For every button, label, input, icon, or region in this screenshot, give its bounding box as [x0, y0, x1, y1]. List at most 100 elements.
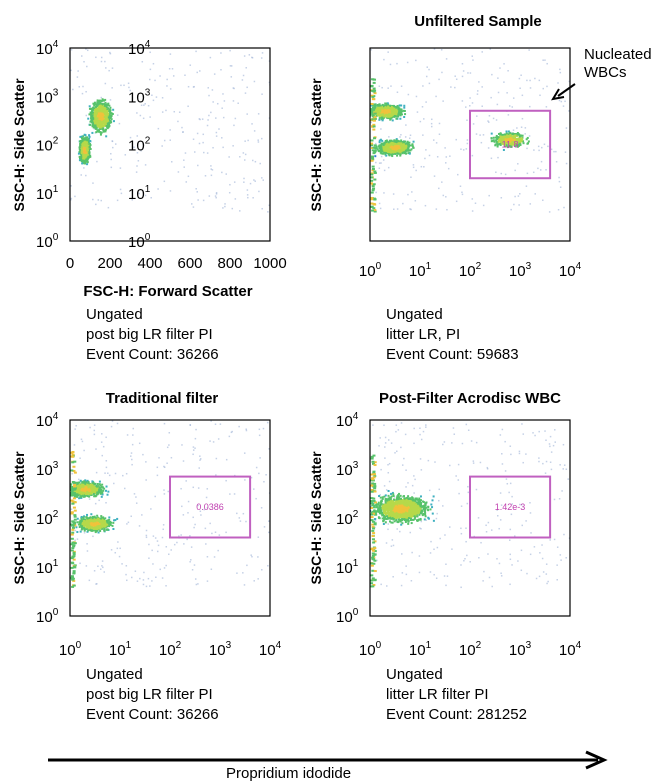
event-dot [80, 483, 83, 486]
event-dot [116, 114, 119, 116]
event-dot [373, 151, 377, 154]
event-dot [564, 151, 567, 153]
event-dot [518, 137, 521, 140]
event-dot [95, 56, 97, 59]
event-dot [251, 56, 253, 59]
event-dot [441, 71, 443, 74]
event-dot [126, 523, 128, 525]
event-dot [190, 559, 192, 561]
event-dot [90, 117, 93, 120]
event-dot [252, 197, 254, 199]
event-dot [394, 152, 397, 155]
event-dot [412, 140, 415, 143]
event-dot [433, 48, 436, 50]
event-dot [222, 116, 225, 119]
event-dot [395, 138, 398, 141]
event-dot [85, 158, 88, 161]
event-dot [383, 106, 386, 109]
event-dot [399, 136, 401, 138]
event-dot [91, 111, 94, 114]
event-dot [98, 112, 101, 115]
event-dot [457, 173, 459, 176]
event-dot [100, 488, 103, 491]
event-dot [163, 139, 166, 142]
event-dot [93, 101, 96, 104]
event-dot [149, 116, 151, 118]
event-dot [193, 526, 195, 529]
event-dot [74, 195, 76, 198]
event-dot [469, 72, 472, 74]
event-dot [261, 93, 263, 95]
event-dot [223, 100, 226, 102]
event-dot [86, 136, 89, 139]
event-dot [187, 500, 190, 503]
event-dot [385, 143, 388, 146]
event-dot [122, 474, 124, 477]
event-dot [208, 94, 210, 97]
event-dot [72, 493, 75, 496]
event-dot [475, 133, 478, 135]
event-dot [78, 488, 81, 491]
event-dot [202, 141, 204, 144]
event-dot [211, 532, 213, 535]
event-dot [371, 78, 375, 81]
event-dot [376, 112, 379, 115]
event-dot [445, 196, 447, 198]
event-dot [79, 142, 82, 145]
event-dot [504, 173, 507, 176]
event-dot [181, 505, 183, 508]
event-dot [215, 196, 217, 199]
event-dot [564, 100, 566, 103]
event-dot [411, 143, 414, 146]
event-dot [402, 109, 405, 112]
event-dot [139, 577, 141, 580]
event-dot [114, 519, 117, 522]
event-dot [149, 585, 151, 587]
event-dot [87, 486, 90, 489]
event-dot [94, 124, 97, 127]
event-dot [98, 491, 101, 494]
event-dot [399, 114, 402, 117]
event-dot [156, 466, 159, 469]
event-dot [521, 134, 524, 137]
event-dot [98, 127, 101, 130]
event-dot [126, 579, 128, 582]
event-dot [499, 132, 502, 135]
event-dot [229, 65, 232, 67]
event-dot [487, 147, 490, 149]
event-dot [383, 58, 385, 61]
event-dot [189, 64, 192, 66]
event-dot [198, 118, 201, 120]
event-dot [103, 527, 106, 530]
event-dot [384, 153, 387, 156]
event-dot [79, 149, 82, 152]
event-dot [373, 117, 376, 120]
event-dot [76, 490, 79, 493]
event-dot [80, 484, 83, 487]
event-dot [125, 573, 127, 576]
event-dot [215, 135, 218, 137]
event-dot [423, 166, 425, 168]
event-dot [510, 208, 512, 211]
event-dot [510, 131, 513, 134]
event-dot [371, 125, 375, 128]
event-dot [105, 135, 108, 138]
x-tick-label: 1000 [253, 255, 286, 272]
event-dot [521, 138, 524, 141]
event-dot [197, 487, 200, 489]
event-dot [371, 209, 375, 212]
event-dot [108, 121, 111, 124]
event-dot [131, 463, 133, 466]
event-dot [199, 455, 201, 457]
event-dot [71, 492, 74, 495]
event-dot [78, 497, 81, 500]
event-dot [259, 457, 261, 459]
event-dot [400, 139, 403, 142]
event-dot [100, 122, 103, 125]
event-dot [384, 109, 387, 112]
event-dot [438, 78, 440, 81]
event-dot [100, 127, 103, 130]
event-dot [469, 105, 471, 107]
event-dot [400, 145, 403, 148]
event-dot [91, 109, 94, 112]
